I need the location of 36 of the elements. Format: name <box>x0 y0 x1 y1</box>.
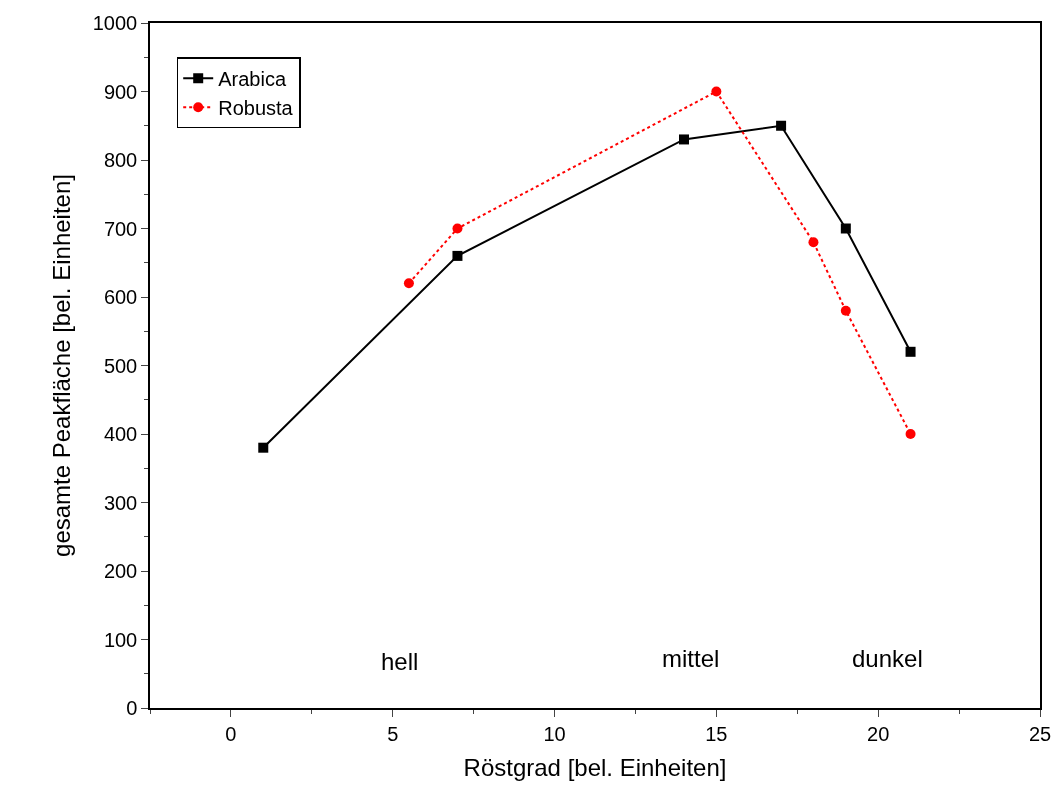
annotation: mittel <box>662 645 720 672</box>
point <box>776 120 787 131</box>
y-tick-label: 800 <box>103 149 138 171</box>
y-tick-label: 600 <box>103 286 138 308</box>
y-tick-label: 300 <box>103 491 138 514</box>
y-tick-label: 0 <box>126 697 138 719</box>
legend-label: Robusta <box>218 97 294 120</box>
point <box>452 223 463 234</box>
y-tick-label: 900 <box>103 80 138 103</box>
x-tick-label: 5 <box>387 722 399 745</box>
x-axis-title: Röstgrad [bel. Einheiten] <box>463 753 727 781</box>
annotation: dunkel <box>852 645 923 672</box>
x-tick-label: 20 <box>867 722 890 745</box>
y-tick-label: 200 <box>103 560 138 582</box>
y-tick-label: 700 <box>103 217 138 240</box>
point <box>403 278 414 289</box>
x-tick-label: 25 <box>1028 722 1052 745</box>
point <box>711 86 722 97</box>
legend-label: Arabica <box>218 68 287 91</box>
x-tick-label: 10 <box>543 722 566 745</box>
point <box>905 429 916 439</box>
point <box>679 134 689 145</box>
y-tick-label: 100 <box>103 628 138 651</box>
point <box>808 237 819 248</box>
point <box>258 442 269 453</box>
point <box>905 346 916 357</box>
point <box>840 223 851 234</box>
y-tick-label: 1000 <box>92 12 138 34</box>
x-tick-label: 0 <box>225 722 237 745</box>
point <box>840 305 851 316</box>
annotation: hell <box>381 648 419 675</box>
y-axis-title: gesamte Peakfläche [bel. Einheiten] <box>48 174 76 557</box>
y-tick-label: 400 <box>103 423 138 445</box>
point <box>452 250 463 261</box>
x-tick-label: 15 <box>705 722 728 745</box>
y-tick-label: 500 <box>103 354 138 377</box>
